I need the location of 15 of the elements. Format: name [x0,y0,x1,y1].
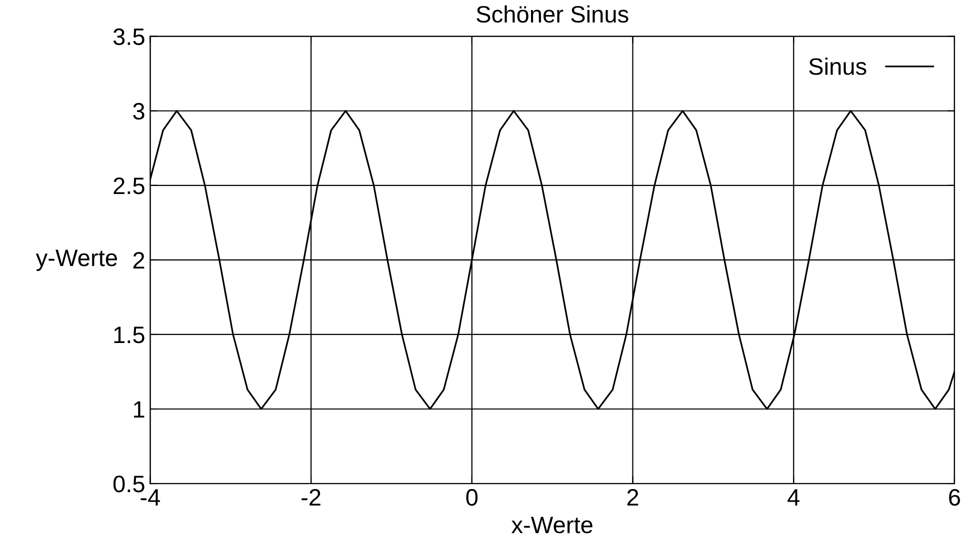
y-tick-label: 1 [134,401,144,418]
y-tick-label: 2.5 [114,177,144,194]
legend-label: Sinus [809,58,866,75]
y-axis-title: y-Werte [36,250,117,271]
x-tick-label: 0 [466,489,478,506]
x-tick-label: 6 [949,489,960,506]
y-tick-label: 2 [133,252,144,268]
chart-title: Schöner Sinus [476,5,628,23]
x-tick-label: 2 [627,489,638,506]
y-tick-label: 1.5 [114,326,144,344]
x-tick-label: 4 [788,489,800,506]
x-tick-label: -2 [302,489,320,506]
y-tick-label: 3 [133,102,144,120]
x-axis-title: x-Werte [511,516,592,534]
y-tick-label: 3.5 [113,28,144,46]
